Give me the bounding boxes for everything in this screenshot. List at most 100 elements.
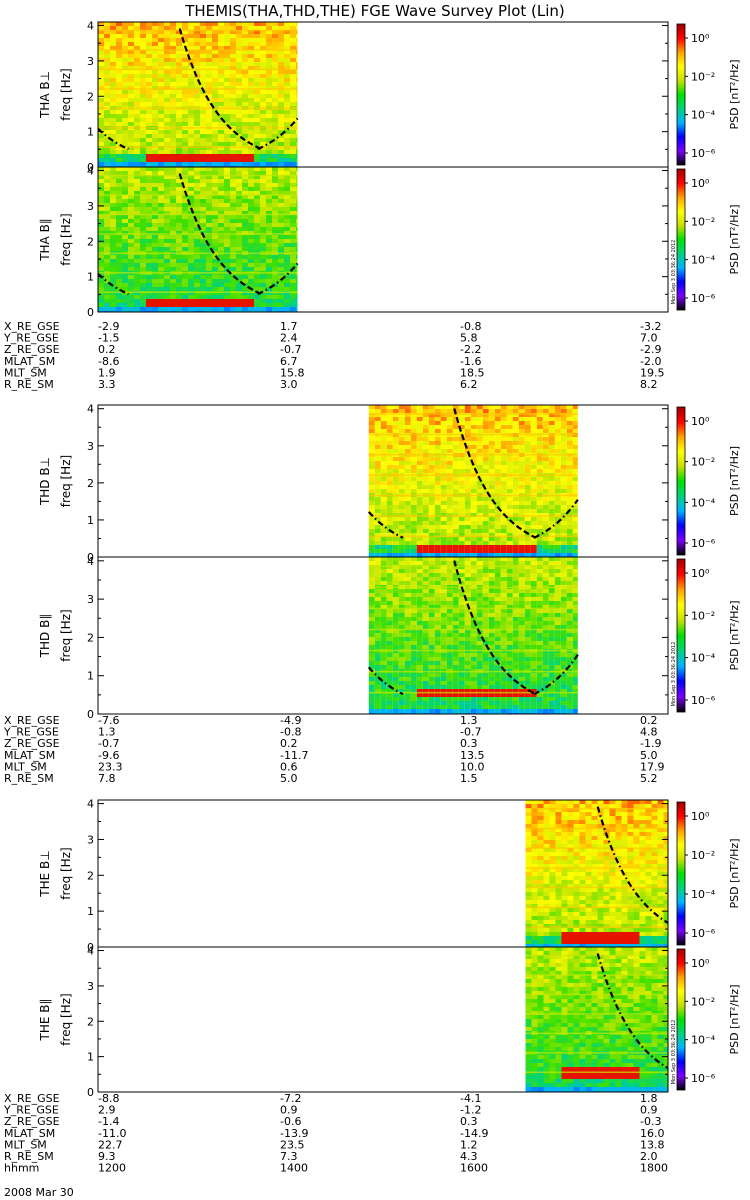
ephemeris-label: Z_RE_GSE bbox=[4, 343, 60, 356]
colorbar-5: 10⁰ 10⁻² 10⁻⁴ 10⁻⁶ PSD [nT²/Hz] bbox=[676, 948, 741, 1091]
ephemeris-value: -0.8 bbox=[460, 320, 481, 333]
y-tick-label: 2 bbox=[87, 869, 94, 882]
ephemeris-value: 6.7 bbox=[280, 355, 298, 368]
ephemeris-value: 8.2 bbox=[640, 378, 658, 391]
panel-1: 0 1 2 3 4 THA B∥ freq [Hz] 10⁰ 10⁻² 10⁻⁴ 10⁻⁶ PSD [… bbox=[38, 165, 741, 320]
colorbar-4: 10⁰ 10⁻² 10⁻⁴ 10⁻⁶ PSD [nT²/Hz] bbox=[676, 801, 741, 946]
ephemeris-label: MLT_SM bbox=[4, 1138, 47, 1151]
cyclotron-curve-2-0 bbox=[367, 499, 579, 539]
ephemeris-value: 1400 bbox=[280, 1162, 308, 1175]
ephemeris-label: Y_RE_GSE bbox=[3, 726, 59, 739]
ephemeris-value: 0.9 bbox=[280, 1104, 298, 1117]
ephemeris-block-2: X_RE_GSE -8.8 -7.2 -4.1 1.8 Y_RE_GSE 2.9 0.9 -1.… bbox=[3, 1092, 668, 1175]
colorbar-0: 10⁰ 10⁻² 10⁻⁴ 10⁻⁶ PSD [nT²/Hz] bbox=[676, 23, 741, 166]
spectrogram-2 bbox=[368, 405, 578, 557]
colorbar-tick-label: 10⁻⁴ bbox=[691, 109, 716, 122]
colorbar-tick-label: 10⁻⁴ bbox=[691, 652, 716, 665]
colorbar-label: PSD [nT²/Hz] bbox=[728, 984, 741, 1054]
colorbar-tick-label: 10⁻⁴ bbox=[691, 888, 716, 901]
y-tick-label: 4 bbox=[87, 798, 94, 811]
ephemeris-label: R_RE_SM bbox=[4, 378, 54, 391]
ephemeris-value: 0.3 bbox=[460, 1115, 478, 1128]
ephemeris-value: 18.5 bbox=[460, 366, 485, 379]
ephemeris-label: Y_RE_GSE bbox=[3, 1104, 59, 1117]
colorbar-tick-label: 10⁻⁶ bbox=[691, 1072, 716, 1085]
ephemeris-value: -1.6 bbox=[460, 355, 481, 368]
colorbar-label: PSD [nT²/Hz] bbox=[728, 600, 741, 670]
plot-timestamp: Mon Sep 3 03:36:24 2012 bbox=[671, 240, 677, 305]
ephemeris-value: 0.3 bbox=[460, 737, 478, 750]
ephemeris-value: 5.2 bbox=[640, 772, 658, 785]
ephemeris-value: 17.9 bbox=[640, 760, 665, 773]
ephemeris-value: -4.9 bbox=[280, 714, 301, 727]
ephemeris-value: 0.2 bbox=[640, 714, 658, 727]
ephemeris-value: 2.4 bbox=[280, 332, 298, 345]
ephemeris-value: -11.0 bbox=[98, 1127, 126, 1140]
ephemeris-value: 15.8 bbox=[280, 366, 305, 379]
ephemeris-label: MLAT_SM bbox=[4, 355, 55, 368]
ephemeris-value: -1.5 bbox=[98, 332, 119, 345]
ephemeris-value: -13.9 bbox=[280, 1127, 308, 1140]
y-tick-label: 1 bbox=[87, 514, 94, 527]
plot-timestamp: Mon Sep 3 03:36:24 2012 bbox=[671, 642, 677, 707]
ephemeris-value: 13.8 bbox=[640, 1138, 665, 1151]
colorbar-3: 10⁰ 10⁻² 10⁻⁴ 10⁻⁶ PSD [nT²/Hz] bbox=[676, 558, 741, 713]
ephemeris-value: -14.9 bbox=[460, 1127, 488, 1140]
panel-ylabel-units: freq [Hz] bbox=[59, 609, 73, 661]
ephemeris-label: Z_RE_GSE bbox=[4, 1115, 60, 1128]
colorbar-tick-label: 10⁻⁶ bbox=[691, 147, 716, 160]
ephemeris-value: 19.5 bbox=[640, 366, 665, 379]
ephemeris-value: 5.0 bbox=[640, 749, 658, 762]
y-tick-label: 1 bbox=[87, 905, 94, 918]
ephemeris-value: 6.2 bbox=[460, 378, 478, 391]
y-tick-label: 0 bbox=[87, 551, 94, 564]
colorbar-tick-label: 10⁻² bbox=[691, 995, 715, 1008]
colorbar-tick-label: 10⁰ bbox=[691, 32, 710, 45]
colorbar-2: 10⁰ 10⁻² 10⁻⁴ 10⁻⁶ PSD [nT²/Hz] bbox=[676, 406, 741, 556]
ephemeris-value: 3.3 bbox=[98, 378, 116, 391]
panel-ylabel: THA B∥ bbox=[38, 218, 52, 262]
ephemeris-value: -2.9 bbox=[98, 320, 119, 333]
colorbar-tick-label: 10⁻⁴ bbox=[691, 496, 716, 509]
ephemeris-value: 3.0 bbox=[280, 378, 298, 391]
ephemeris-value: -0.3 bbox=[640, 1115, 661, 1128]
ephemeris-value: 9.3 bbox=[98, 1150, 116, 1163]
ephemeris-value: 13.5 bbox=[460, 749, 485, 762]
ephemeris-label: Z_RE_GSE bbox=[4, 737, 60, 750]
y-tick-label: 2 bbox=[87, 90, 94, 103]
ephemeris-value: -1.4 bbox=[98, 1115, 119, 1128]
ephemeris-value: -2.0 bbox=[640, 355, 661, 368]
y-tick-label: 0 bbox=[87, 161, 94, 174]
ephemeris-label: hhmm bbox=[4, 1162, 39, 1175]
ephemeris-block-0: X_RE_GSE -2.9 1.7 -0.8 -3.2 Y_RE_GSE -1.5 2.4 5.… bbox=[3, 320, 665, 391]
ephemeris-label: X_RE_GSE bbox=[4, 320, 60, 333]
cyclotron-curve-4-0 bbox=[596, 806, 669, 924]
ephemeris-value: 7.3 bbox=[280, 1150, 298, 1163]
spectrogram-5 bbox=[525, 947, 668, 1092]
ephemeris-value: 23.5 bbox=[280, 1138, 305, 1151]
y-tick-label: 1 bbox=[87, 126, 94, 139]
cyclotron-curve-2-1 bbox=[453, 408, 537, 539]
ephemeris-value: 0.2 bbox=[98, 343, 116, 356]
ephemeris-value: 1.5 bbox=[460, 772, 478, 785]
ephemeris-value: -8.6 bbox=[98, 355, 119, 368]
y-tick-label: 4 bbox=[87, 945, 94, 958]
ephemeris-value: 0.2 bbox=[280, 737, 298, 750]
panel-ylabel: THD B∥ bbox=[38, 614, 52, 659]
y-tick-label: 4 bbox=[87, 555, 94, 568]
colorbar-tick-label: 10⁻² bbox=[691, 215, 715, 228]
ephemeris-value: -3.2 bbox=[640, 320, 661, 333]
panel-ylabel-units: freq [Hz] bbox=[59, 455, 73, 507]
panel-ylabel: THE B∥ bbox=[38, 999, 52, 1042]
ephemeris-label: MLT_SM bbox=[4, 760, 47, 773]
y-tick-label: 4 bbox=[87, 20, 94, 33]
y-tick-label: 1 bbox=[87, 670, 94, 683]
ephemeris-label: X_RE_GSE bbox=[4, 714, 60, 727]
plot-timestamp: Mon Sep 3 03:36:24 2012 bbox=[671, 1020, 677, 1085]
ephemeris-value: -2.9 bbox=[640, 343, 661, 356]
y-tick-label: 2 bbox=[87, 1015, 94, 1028]
panel-2: 0 1 2 3 4 THD B⊥ freq [Hz] 10⁰ 10⁻² 10⁻⁴ 10⁻⁶ PSD [… bbox=[38, 403, 741, 564]
cyclotron-curve-3-1 bbox=[453, 560, 537, 696]
panel-ylabel-units: freq [Hz] bbox=[59, 213, 73, 265]
colorbar-tick-label: 10⁻⁶ bbox=[691, 694, 716, 707]
